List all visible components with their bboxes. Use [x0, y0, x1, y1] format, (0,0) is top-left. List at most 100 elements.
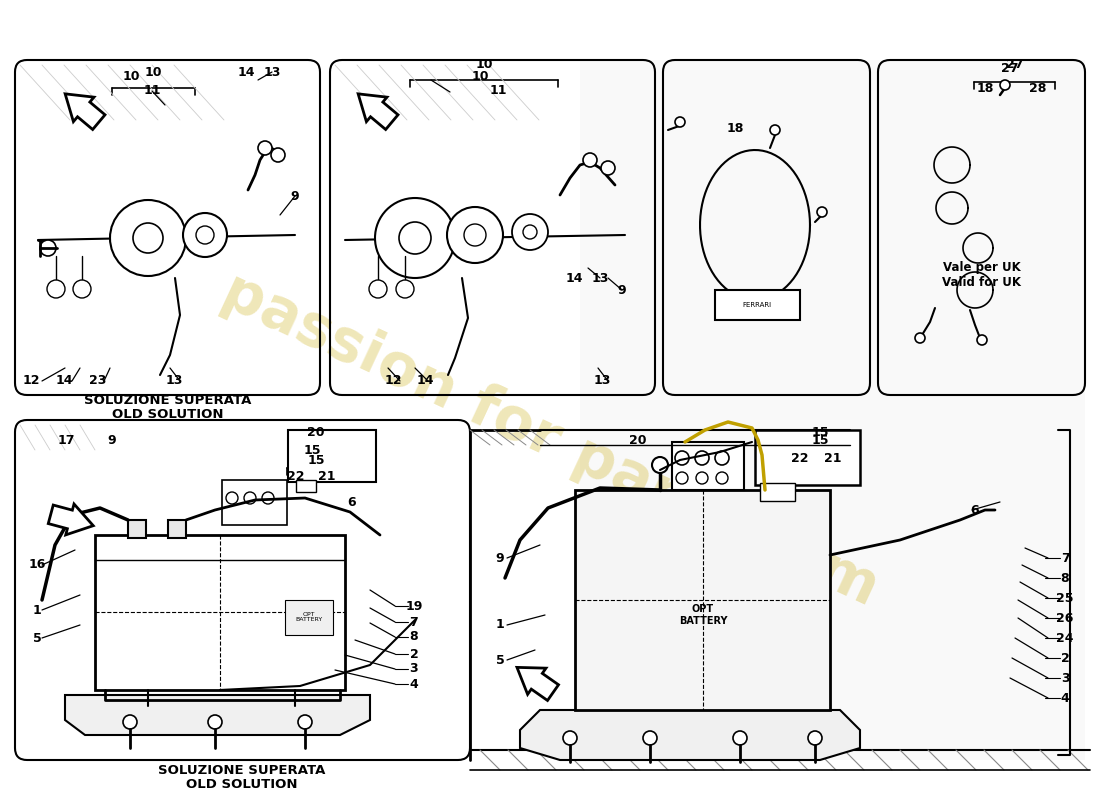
Text: 13: 13	[592, 271, 608, 285]
Text: 6: 6	[348, 497, 356, 510]
Text: 9: 9	[496, 551, 504, 565]
Text: 14: 14	[416, 374, 433, 387]
Text: 27: 27	[1006, 58, 1024, 70]
Polygon shape	[65, 695, 370, 735]
Bar	[168, 520, 186, 538]
Text: 3: 3	[409, 662, 418, 675]
Circle shape	[522, 225, 537, 239]
Circle shape	[262, 492, 274, 504]
Bar	[715, 290, 800, 320]
Text: 14: 14	[238, 66, 255, 78]
Bar	[222, 480, 287, 525]
Text: 21: 21	[318, 470, 336, 483]
Text: 19: 19	[405, 599, 422, 613]
Bar	[95, 535, 345, 690]
Text: 24: 24	[1056, 631, 1074, 645]
Text: 18: 18	[726, 122, 744, 134]
Text: 1: 1	[496, 618, 505, 631]
Polygon shape	[48, 504, 94, 535]
Circle shape	[464, 224, 486, 246]
Text: FERRARI: FERRARI	[742, 302, 771, 308]
Text: 13: 13	[165, 374, 183, 387]
Text: 2: 2	[409, 647, 418, 661]
Text: SOLUZIONE SUPERATA: SOLUZIONE SUPERATA	[158, 765, 326, 778]
Text: 21: 21	[824, 451, 842, 465]
Polygon shape	[359, 94, 398, 130]
Bar	[285, 600, 333, 635]
Text: 12: 12	[384, 374, 402, 387]
Polygon shape	[580, 60, 1085, 760]
Circle shape	[563, 731, 578, 745]
Text: 4: 4	[1060, 691, 1069, 705]
Text: 5: 5	[496, 654, 505, 666]
Circle shape	[40, 240, 56, 256]
Circle shape	[123, 715, 138, 729]
Text: 15: 15	[304, 445, 321, 458]
Text: Vale per UK: Vale per UK	[943, 262, 1021, 274]
Bar	[128, 520, 146, 538]
Circle shape	[110, 200, 186, 276]
Circle shape	[208, 715, 222, 729]
Text: 7: 7	[409, 615, 418, 629]
Text: 13: 13	[263, 66, 280, 78]
Polygon shape	[65, 94, 104, 130]
Text: 7: 7	[1060, 551, 1069, 565]
Circle shape	[399, 222, 431, 254]
Text: OLD SOLUTION: OLD SOLUTION	[112, 407, 223, 421]
Circle shape	[770, 125, 780, 135]
Text: 18: 18	[977, 82, 993, 94]
Circle shape	[977, 335, 987, 345]
Text: 16: 16	[29, 558, 46, 571]
Text: 22: 22	[791, 451, 808, 465]
Text: 20: 20	[307, 426, 324, 439]
Circle shape	[512, 214, 548, 250]
Circle shape	[396, 280, 414, 298]
Text: 23: 23	[89, 374, 107, 387]
Circle shape	[696, 472, 708, 484]
Text: 2: 2	[1060, 651, 1069, 665]
Circle shape	[133, 223, 163, 253]
Bar	[672, 442, 744, 490]
Text: 4: 4	[409, 678, 418, 690]
Text: OPT
BATTERY: OPT BATTERY	[296, 611, 322, 622]
Bar	[755, 430, 860, 485]
Circle shape	[715, 451, 729, 465]
Text: 15: 15	[812, 434, 828, 446]
Text: passion for parts.com: passion for parts.com	[212, 262, 888, 618]
Circle shape	[817, 207, 827, 217]
Polygon shape	[520, 710, 860, 760]
Text: 14: 14	[55, 374, 73, 387]
Text: 15: 15	[307, 454, 324, 466]
Polygon shape	[517, 667, 559, 701]
Text: 3: 3	[1060, 671, 1069, 685]
Text: 8: 8	[1060, 571, 1069, 585]
Text: 25: 25	[1056, 591, 1074, 605]
Circle shape	[226, 492, 238, 504]
Text: 28: 28	[1030, 82, 1047, 94]
Text: 10: 10	[144, 66, 162, 78]
Circle shape	[47, 280, 65, 298]
Circle shape	[583, 153, 597, 167]
Circle shape	[652, 457, 668, 473]
Text: 8: 8	[409, 630, 418, 643]
Text: 12: 12	[22, 374, 40, 387]
Circle shape	[73, 280, 91, 298]
Circle shape	[676, 472, 688, 484]
Circle shape	[644, 731, 657, 745]
Circle shape	[695, 451, 710, 465]
Text: 10: 10	[475, 58, 493, 70]
Circle shape	[1000, 80, 1010, 90]
Text: 26: 26	[1056, 611, 1074, 625]
Circle shape	[375, 198, 455, 278]
Bar	[760, 483, 795, 501]
Circle shape	[915, 333, 925, 343]
Text: SOLUZIONE SUPERATA: SOLUZIONE SUPERATA	[85, 394, 252, 406]
Circle shape	[601, 161, 615, 175]
Circle shape	[675, 117, 685, 127]
Circle shape	[244, 492, 256, 504]
Text: 14: 14	[565, 271, 583, 285]
Text: 6: 6	[970, 503, 979, 517]
Circle shape	[271, 148, 285, 162]
Circle shape	[196, 226, 214, 244]
Circle shape	[183, 213, 227, 257]
